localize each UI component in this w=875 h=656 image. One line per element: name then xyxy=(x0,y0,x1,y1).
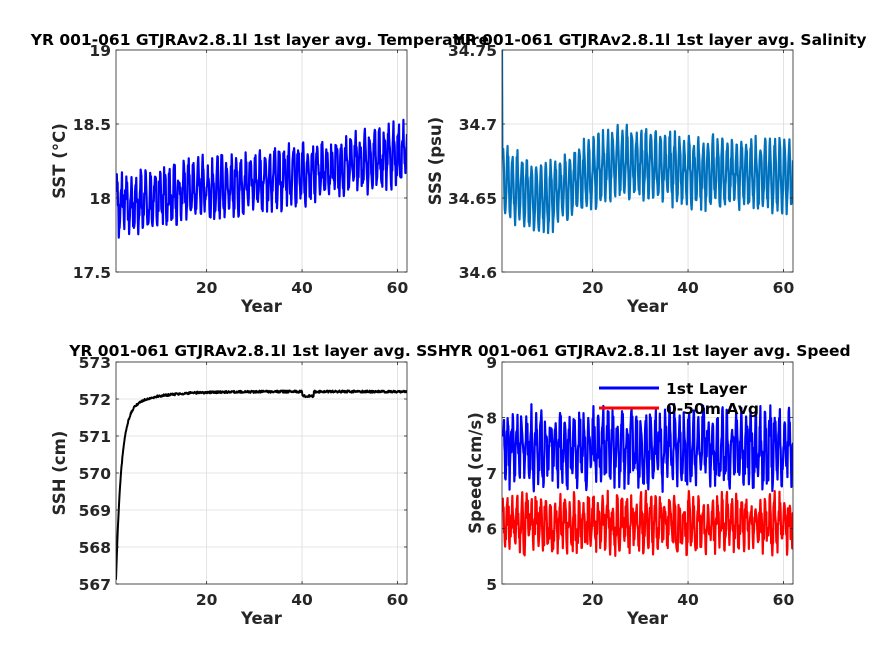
speed-legend-label: 0-50m Avg xyxy=(666,400,759,418)
speed-series-1st-layer xyxy=(502,403,793,493)
sst-ytick-label: 18 xyxy=(89,190,111,208)
sst-frame xyxy=(115,49,408,273)
sss-ytick-label: 34.6 xyxy=(459,264,497,282)
ssh-ytick-label: 573 xyxy=(79,354,111,372)
ssh-axes: 20 40 60 567 568 569 570 571 572 573 Year SSH (cm) Y… xyxy=(50,342,451,628)
ssh-ylabel: SSH (cm) xyxy=(50,431,69,516)
sss-ytick-label: 34.7 xyxy=(459,116,497,134)
ssh-xlabel: Year xyxy=(240,609,283,628)
sss-xtick-label: 40 xyxy=(677,279,699,297)
speed-ytick-label: 8 xyxy=(486,410,497,428)
speed-legend: 1st Layer 0-50m Avg xyxy=(599,380,759,418)
sss-frame xyxy=(501,49,794,273)
speed-xtick-label: 40 xyxy=(677,591,699,609)
ssh-title: YR 001-061 GTJRAv2.8.1l 1st layer avg. S… xyxy=(68,342,451,360)
speed-ytick-label: 6 xyxy=(486,521,497,539)
ssh-series-line xyxy=(116,389,407,580)
speed-ylabel: Speed (cm/s) xyxy=(466,412,485,534)
sst-ylabel: SST (°C) xyxy=(50,123,69,198)
speed-xlabel: Year xyxy=(626,609,669,628)
speed-axes: 20 40 60 5 6 7 8 9 Year Speed (cm/s) YR 001-061 GT… xyxy=(448,342,850,628)
speed-ytick-label: 7 xyxy=(486,465,497,483)
sst-xtick-label: 20 xyxy=(196,279,218,297)
ssh-ytick-label: 571 xyxy=(79,428,111,446)
sst-xtick-label: 60 xyxy=(387,279,409,297)
ssh-ytick-label: 570 xyxy=(79,465,112,483)
ssh-xtick-label: 60 xyxy=(387,591,409,609)
sst-ytick-label: 18.5 xyxy=(73,116,111,134)
sss-axes: 20 40 60 34.6 34.65 34.7 34.75 Year SSS (psu) YR … xyxy=(426,31,867,316)
speed-series-0-50m-avg xyxy=(502,489,793,557)
sst-title: YR 001-061 GTJRAv2.8.1l 1st layer avg. T… xyxy=(30,31,489,49)
ssh-ytick-label: 568 xyxy=(79,539,111,557)
speed-xtick-label: 60 xyxy=(773,591,795,609)
sst-xlabel: Year xyxy=(240,297,283,316)
sss-ylabel: SSS (psu) xyxy=(426,117,445,205)
sst-axes: 20 40 60 17.5 18 18.5 19 Year SST (°C) YR 001-061… xyxy=(30,31,489,316)
sst-series-line xyxy=(116,118,407,239)
sss-xlabel: Year xyxy=(626,297,669,316)
speed-title: YR 001-061 GTJRAv2.8.1l 1st layer avg. S… xyxy=(448,342,850,360)
sst-xtick-label: 40 xyxy=(291,279,313,297)
sss-ytick-label: 34.65 xyxy=(448,190,497,208)
sss-ytick-label: 34.75 xyxy=(448,42,497,60)
ssh-ytick-label: 567 xyxy=(79,576,111,594)
speed-ytick-label: 9 xyxy=(486,354,497,372)
ssh-ytick-label: 569 xyxy=(79,502,111,520)
ssh-xtick-label: 20 xyxy=(196,591,218,609)
speed-ytick-label: 5 xyxy=(486,576,497,594)
ssh-ytick-label: 572 xyxy=(79,391,111,409)
sss-series-line xyxy=(502,50,793,235)
sst-ytick-label: 19 xyxy=(89,42,111,60)
sst-ytick-label: 17.5 xyxy=(73,264,111,282)
sss-xtick-label: 60 xyxy=(773,279,795,297)
sss-xtick-label: 20 xyxy=(582,279,604,297)
speed-legend-label: 1st Layer xyxy=(666,380,747,398)
ssh-xtick-label: 40 xyxy=(291,591,313,609)
sss-title: YR 001-061 GTJRAv2.8.1l 1st layer avg. S… xyxy=(452,31,866,49)
speed-xtick-label: 20 xyxy=(582,591,604,609)
